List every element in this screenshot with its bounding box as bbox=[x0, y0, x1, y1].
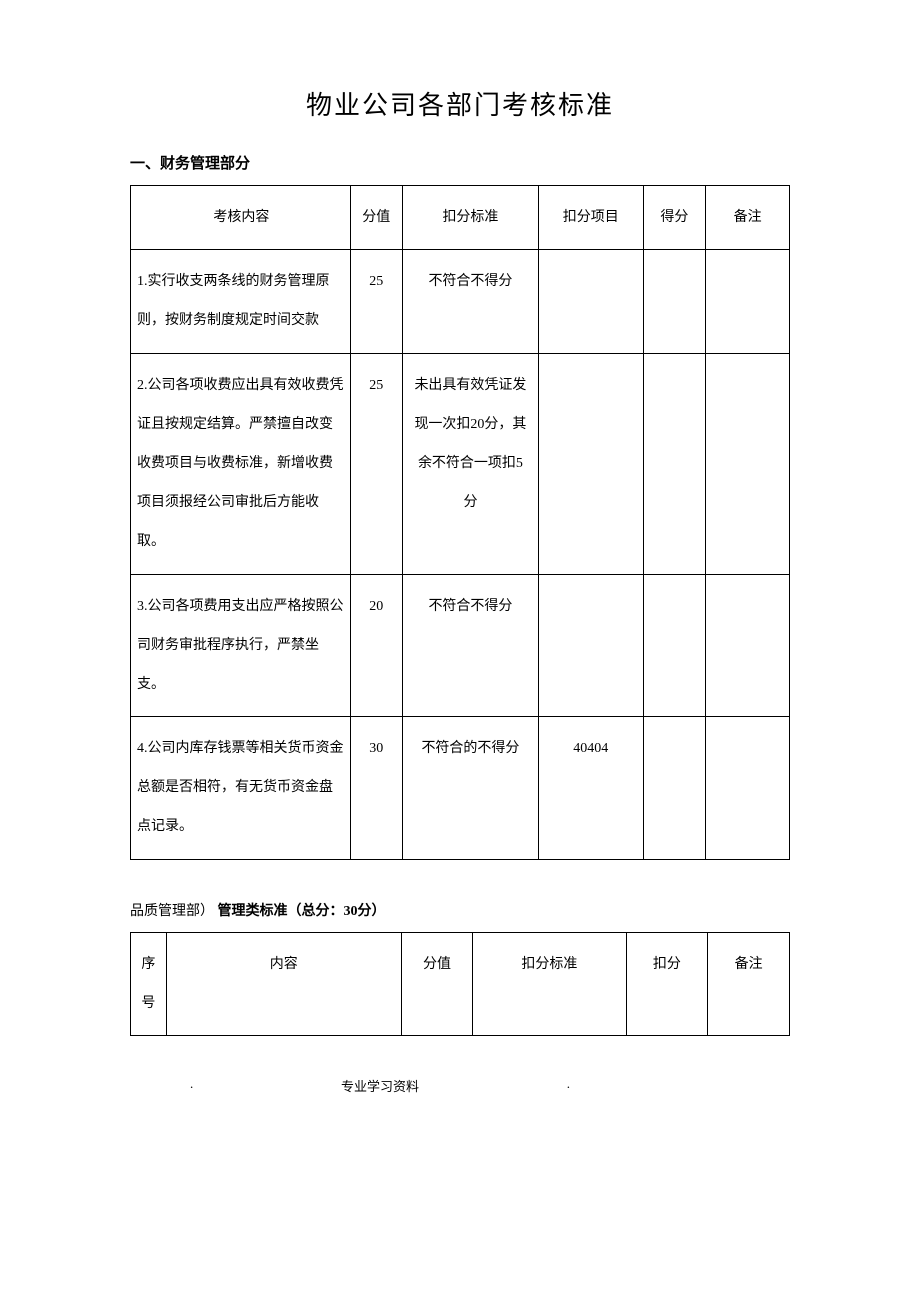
cell-result bbox=[643, 574, 706, 717]
footer-left: . bbox=[190, 1076, 193, 1095]
cell-remark bbox=[706, 353, 790, 574]
content-wrapper: 考核内容 分值 扣分标准 扣分项目 得分 备注 1.实行收支两条线的财务管理原则… bbox=[40, 185, 880, 860]
section1-heading: 一、财务管理部分 bbox=[130, 152, 880, 173]
col-header-deduct: 扣分 bbox=[626, 932, 708, 1035]
cell-remark bbox=[706, 574, 790, 717]
cell-content: 2.公司各项收费应出具有效收费凭证且按规定结算。严禁擅自改变收费项目与收费标准，… bbox=[131, 353, 351, 574]
cell-score: 30 bbox=[350, 717, 402, 860]
cell-deduct-std: 不符合不得分 bbox=[402, 250, 538, 353]
cell-score: 25 bbox=[350, 353, 402, 574]
cell-content: 3.公司各项费用支出应严格按照公司财务审批程序执行，严禁坐支。 bbox=[131, 574, 351, 717]
table-header-row: 考核内容 分值 扣分标准 扣分项目 得分 备注 bbox=[131, 186, 790, 250]
col-header-deduct-std: 扣分标准 bbox=[402, 186, 538, 250]
table-row: 4.公司内库存钱票等相关货币资金总额是否相符，有无货币资金盘点记录。 30 不符… bbox=[131, 717, 790, 860]
footer-center: 专业学习资料 bbox=[341, 1076, 419, 1095]
cell-result bbox=[643, 353, 706, 574]
cell-content: 1.实行收支两条线的财务管理原则，按财务制度规定时间交款 bbox=[131, 250, 351, 353]
cell-deduct-std: 未出具有效凭证发现一次扣20分，其余不符合一项扣5分 bbox=[402, 353, 538, 574]
page-footer: . 专业学习资料 . bbox=[40, 1076, 880, 1095]
col-header-score: 分值 bbox=[401, 932, 473, 1035]
content-wrapper-2: 序号 内容 分值 扣分标准 扣分 备注 bbox=[40, 932, 880, 1036]
table-row: 1.实行收支两条线的财务管理原则，按财务制度规定时间交款 25 不符合不得分 bbox=[131, 250, 790, 353]
col-header-score: 分值 bbox=[350, 186, 402, 250]
section2-heading: 品质管理部） 管理类标准（总分：30分） bbox=[130, 900, 880, 920]
decorative-dots bbox=[40, 60, 880, 65]
col-header-seq: 序号 bbox=[131, 932, 167, 1035]
cell-score: 25 bbox=[350, 250, 402, 353]
cell-score: 20 bbox=[350, 574, 402, 717]
cell-deduct-item bbox=[538, 574, 643, 717]
cell-remark bbox=[706, 717, 790, 860]
col-header-deduct-std: 扣分标准 bbox=[473, 932, 626, 1035]
footer-right: . bbox=[567, 1076, 570, 1095]
cell-result bbox=[643, 717, 706, 860]
col-header-content: 考核内容 bbox=[131, 186, 351, 250]
table-row: 2.公司各项收费应出具有效收费凭证且按规定结算。严禁擅自改变收费项目与收费标准，… bbox=[131, 353, 790, 574]
col-header-remark: 备注 bbox=[706, 186, 790, 250]
section2-heading-bold: 管理类标准（总分：30分） bbox=[218, 904, 386, 919]
col-header-result: 得分 bbox=[643, 186, 706, 250]
cell-content: 4.公司内库存钱票等相关货币资金总额是否相符，有无货币资金盘点记录。 bbox=[131, 717, 351, 860]
cell-deduct-item bbox=[538, 353, 643, 574]
cell-deduct-std: 不符合不得分 bbox=[402, 574, 538, 717]
cell-deduct-item bbox=[538, 250, 643, 353]
col-header-remark: 备注 bbox=[708, 932, 790, 1035]
assessment-table-1: 考核内容 分值 扣分标准 扣分项目 得分 备注 1.实行收支两条线的财务管理原则… bbox=[130, 185, 790, 860]
cell-result bbox=[643, 250, 706, 353]
section2-heading-prefix: 品质管理部） bbox=[130, 904, 214, 919]
page-title: 物业公司各部门考核标准 bbox=[40, 85, 880, 122]
col-header-deduct-item: 扣分项目 bbox=[538, 186, 643, 250]
cell-deduct-item: 40404 bbox=[538, 717, 643, 860]
assessment-table-2: 序号 内容 分值 扣分标准 扣分 备注 bbox=[130, 932, 790, 1036]
col-header-content: 内容 bbox=[166, 932, 401, 1035]
cell-remark bbox=[706, 250, 790, 353]
cell-deduct-std: 不符合的不得分 bbox=[402, 717, 538, 860]
table-row: 3.公司各项费用支出应严格按照公司财务审批程序执行，严禁坐支。 20 不符合不得… bbox=[131, 574, 790, 717]
table-header-row: 序号 内容 分值 扣分标准 扣分 备注 bbox=[131, 932, 790, 1035]
